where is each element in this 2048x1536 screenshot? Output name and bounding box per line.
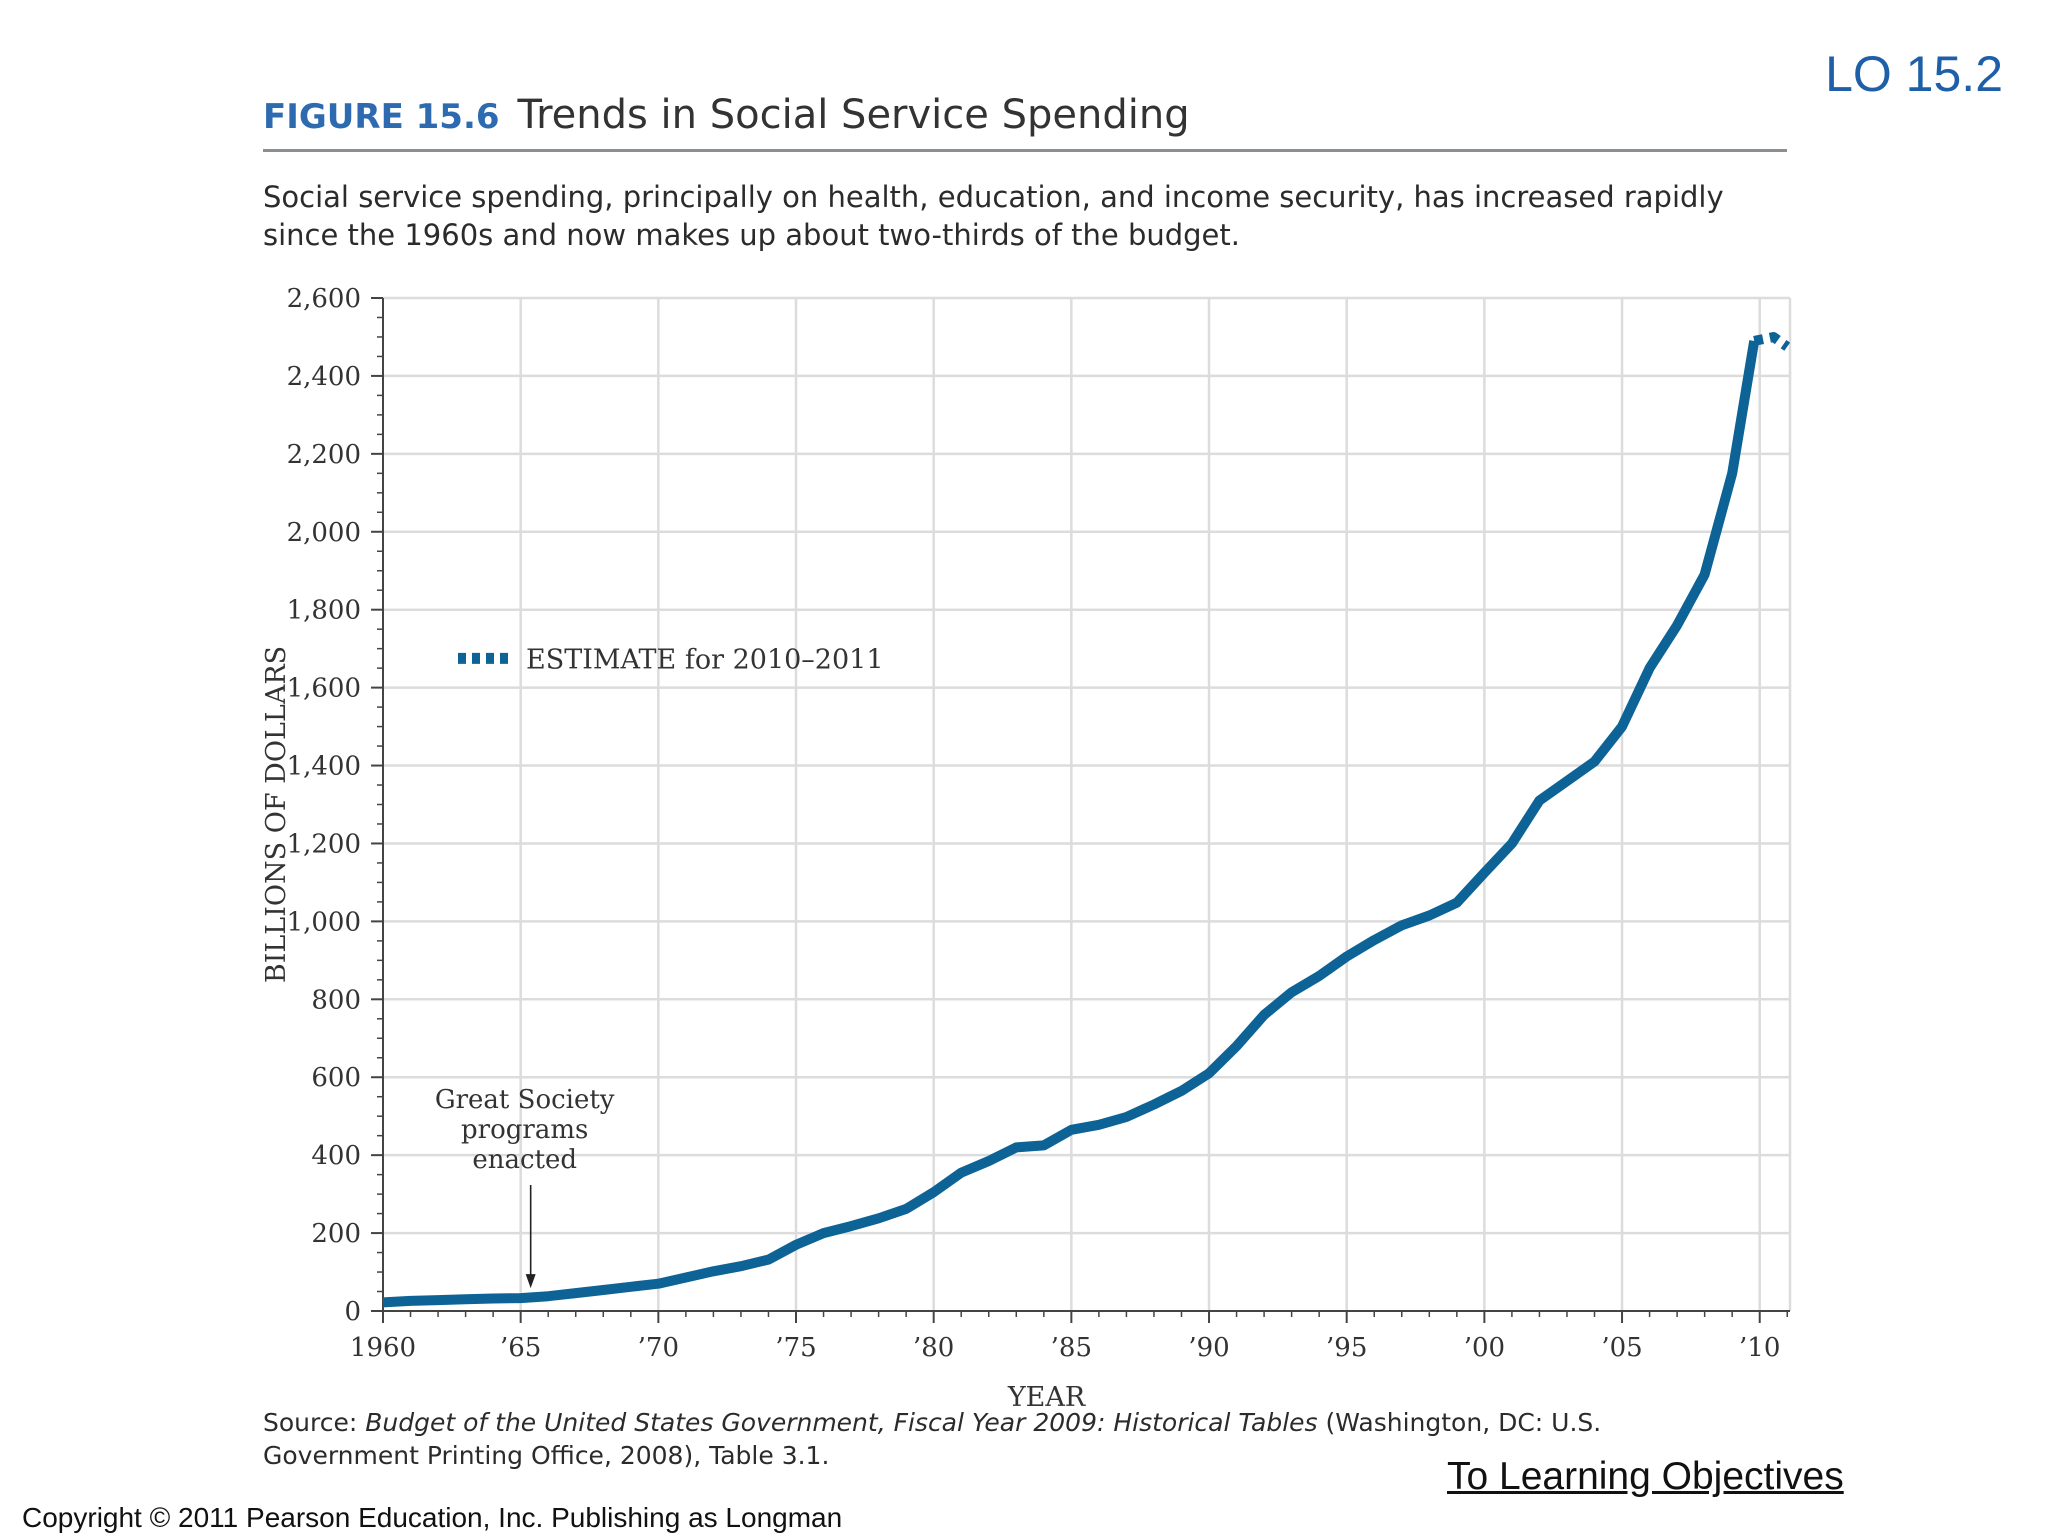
y-tick-label: 2,000 xyxy=(287,518,361,548)
source-rest: (Washington, DC: U.S. Government Printin… xyxy=(263,1408,1602,1470)
y-tick-label: 2,600 xyxy=(287,284,361,314)
y-tick-label: 2,200 xyxy=(287,440,361,470)
to-learning-objectives-link[interactable]: To Learning Objectives xyxy=(1447,1455,1844,1498)
y-tick-label: 600 xyxy=(311,1063,361,1093)
legend-label: ESTIMATE for 2010–2011 xyxy=(526,644,884,675)
figure-number: FIGURE 15.6 xyxy=(263,97,500,137)
x-tick-label: ’10 xyxy=(1739,1333,1780,1363)
y-tick-label: 200 xyxy=(311,1219,361,1249)
y-tick-label: 1,600 xyxy=(287,674,361,704)
title-divider xyxy=(263,149,1787,152)
y-axis-title: BILLIONS OF DOLLARS xyxy=(261,646,292,983)
source-note: Source: Budget of the United States Gove… xyxy=(263,1406,1743,1472)
figure-title: FIGURE 15.6 Trends in Social Service Spen… xyxy=(263,92,1190,138)
source-title: Budget of the United States Government, … xyxy=(365,1408,1318,1437)
y-tick-label: 400 xyxy=(311,1141,361,1171)
annotation-text: Great Society xyxy=(435,1085,615,1115)
x-tick-label: ’75 xyxy=(775,1333,816,1363)
y-tick-label: 0 xyxy=(344,1297,361,1327)
x-axis-title: YEAR xyxy=(1007,1382,1086,1413)
annotation-text: enacted xyxy=(472,1145,577,1175)
figure-caption: Social service spending, principally on … xyxy=(263,180,1724,252)
spending-line xyxy=(382,340,1760,1308)
y-tick-label: 1,800 xyxy=(287,596,361,626)
y-tick-label: 1,000 xyxy=(287,907,361,937)
annotation-text: programs xyxy=(461,1115,588,1145)
x-tick-label: ’80 xyxy=(913,1333,954,1363)
x-tick-label: ’05 xyxy=(1601,1333,1642,1363)
x-tick-label: ’00 xyxy=(1464,1333,1505,1363)
y-tick-label: 800 xyxy=(311,985,361,1015)
chart-labels: 0 200 400 600 800 1,000 1,200 1,400 1,600 1,800 2,… xyxy=(261,284,1780,1413)
x-tick-label: ’70 xyxy=(638,1333,679,1363)
figure-name: Trends in Social Service Spending xyxy=(517,92,1190,138)
x-tick-label: ’85 xyxy=(1051,1333,1092,1363)
x-tick-label: ’65 xyxy=(500,1333,541,1363)
chart-grid xyxy=(383,296,1792,1311)
y-tick-label: 1,200 xyxy=(287,829,361,859)
chart-axes xyxy=(371,297,1790,1323)
y-tick-label: 2,400 xyxy=(287,362,361,392)
source-prefix: Source: xyxy=(263,1408,366,1437)
x-tick-label: ’90 xyxy=(1188,1333,1229,1363)
copyright-notice: Copyright © 2011 Pearson Education, Inc.… xyxy=(22,1502,843,1533)
learning-objective-label: LO 15.2 xyxy=(1825,46,2003,102)
estimate-line xyxy=(1753,332,1791,351)
annotation-arrowhead xyxy=(525,1274,536,1289)
y-tick-label: 1,400 xyxy=(287,752,361,782)
x-tick-label: 1960 xyxy=(350,1333,416,1363)
chart-series xyxy=(382,332,1791,1308)
x-tick-label: ’95 xyxy=(1326,1333,1367,1363)
